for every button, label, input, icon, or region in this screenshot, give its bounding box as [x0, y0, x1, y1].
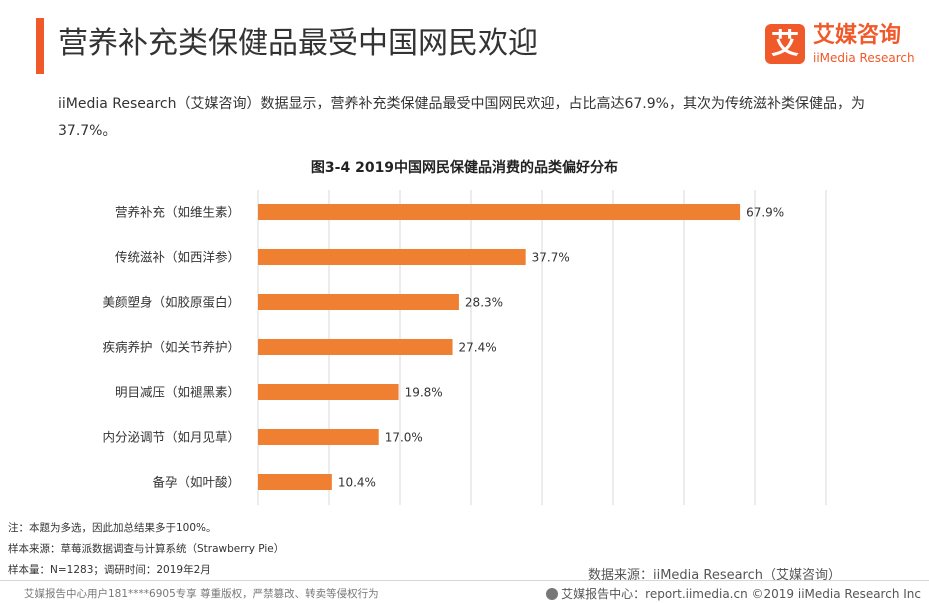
logo-name-cn: 艾媒咨询	[813, 23, 902, 48]
category-label: 疾病养护（如关节养护）	[102, 340, 240, 355]
bar	[258, 384, 399, 400]
note-multiselect: 注：本题为多选，因此加总结果多于100%。	[8, 522, 217, 534]
category-label: 明目减压（如褪黑素）	[115, 385, 240, 400]
footer: 艾媒报告中心用户181****6905专享 尊重版权，严禁篡改、转卖等侵权行为 …	[0, 580, 929, 603]
bar	[258, 249, 526, 265]
data-source: 数据来源：iiMedia Research（艾媒咨询）	[587, 568, 841, 583]
value-label: 10.4%	[338, 476, 376, 490]
footer-copyright-notice: 艾媒报告中心用户181****6905专享 尊重版权，严禁篡改、转卖等侵权行为	[24, 588, 379, 600]
category-label: 传统滋补（如西洋参）	[115, 250, 240, 265]
page-title: 营养补充类保健品最受中国网民欢迎	[58, 26, 538, 61]
value-label: 67.9%	[746, 206, 784, 220]
value-label: 37.7%	[532, 251, 570, 265]
category-label: 美颜塑身（如胶原蛋白）	[102, 295, 240, 310]
note-sample-size: 样本量：N=1283；调研时间：2019年2月	[8, 564, 211, 576]
bar	[258, 204, 741, 220]
bar	[258, 294, 459, 310]
value-label: 17.0%	[385, 431, 423, 445]
brand-logo: 艾 艾媒咨询 iiMedia Research	[765, 23, 915, 68]
bar-chart: 营养补充（如维生素） 67.9% 传统滋补（如西洋参） 37.7% 美颜塑身（如胶原蛋白…	[102, 190, 827, 505]
footer-site: 艾媒报告中心：report.iimedia.cn ©2019 iiMedia R…	[546, 585, 921, 602]
value-label: 27.4%	[459, 341, 497, 355]
logo-mark-icon: 艾	[765, 24, 805, 64]
bar	[258, 339, 453, 355]
footer-site-text: 艾媒报告中心：report.iimedia.cn ©2019 iiMedia R…	[561, 587, 921, 601]
bar	[258, 474, 332, 490]
value-label: 28.3%	[465, 296, 503, 310]
summary-text: iiMedia Research（艾媒咨询）数据显示，营养补充类保健品最受中国网…	[58, 96, 865, 139]
category-label: 内分泌调节（如月见草）	[102, 430, 240, 445]
globe-icon	[546, 588, 559, 600]
category-label: 备孕（如叶酸）	[152, 475, 240, 490]
bar	[258, 429, 379, 445]
value-label: 19.8%	[405, 386, 443, 400]
category-label: 营养补充（如维生素）	[115, 205, 240, 220]
chart-title: 图3-4 2019中国网民保健品消费的品类偏好分布	[310, 160, 619, 176]
note-sample-source: 样本来源：草莓派数据调查与计算系统（Strawberry Pie）	[8, 543, 285, 555]
title-accent-bar	[36, 18, 44, 74]
logo-name-en: iiMedia Research	[813, 51, 915, 65]
notes: 注：本题为多选，因此加总结果多于100%。 样本来源：草莓派数据调查与计算系统（…	[8, 518, 284, 581]
